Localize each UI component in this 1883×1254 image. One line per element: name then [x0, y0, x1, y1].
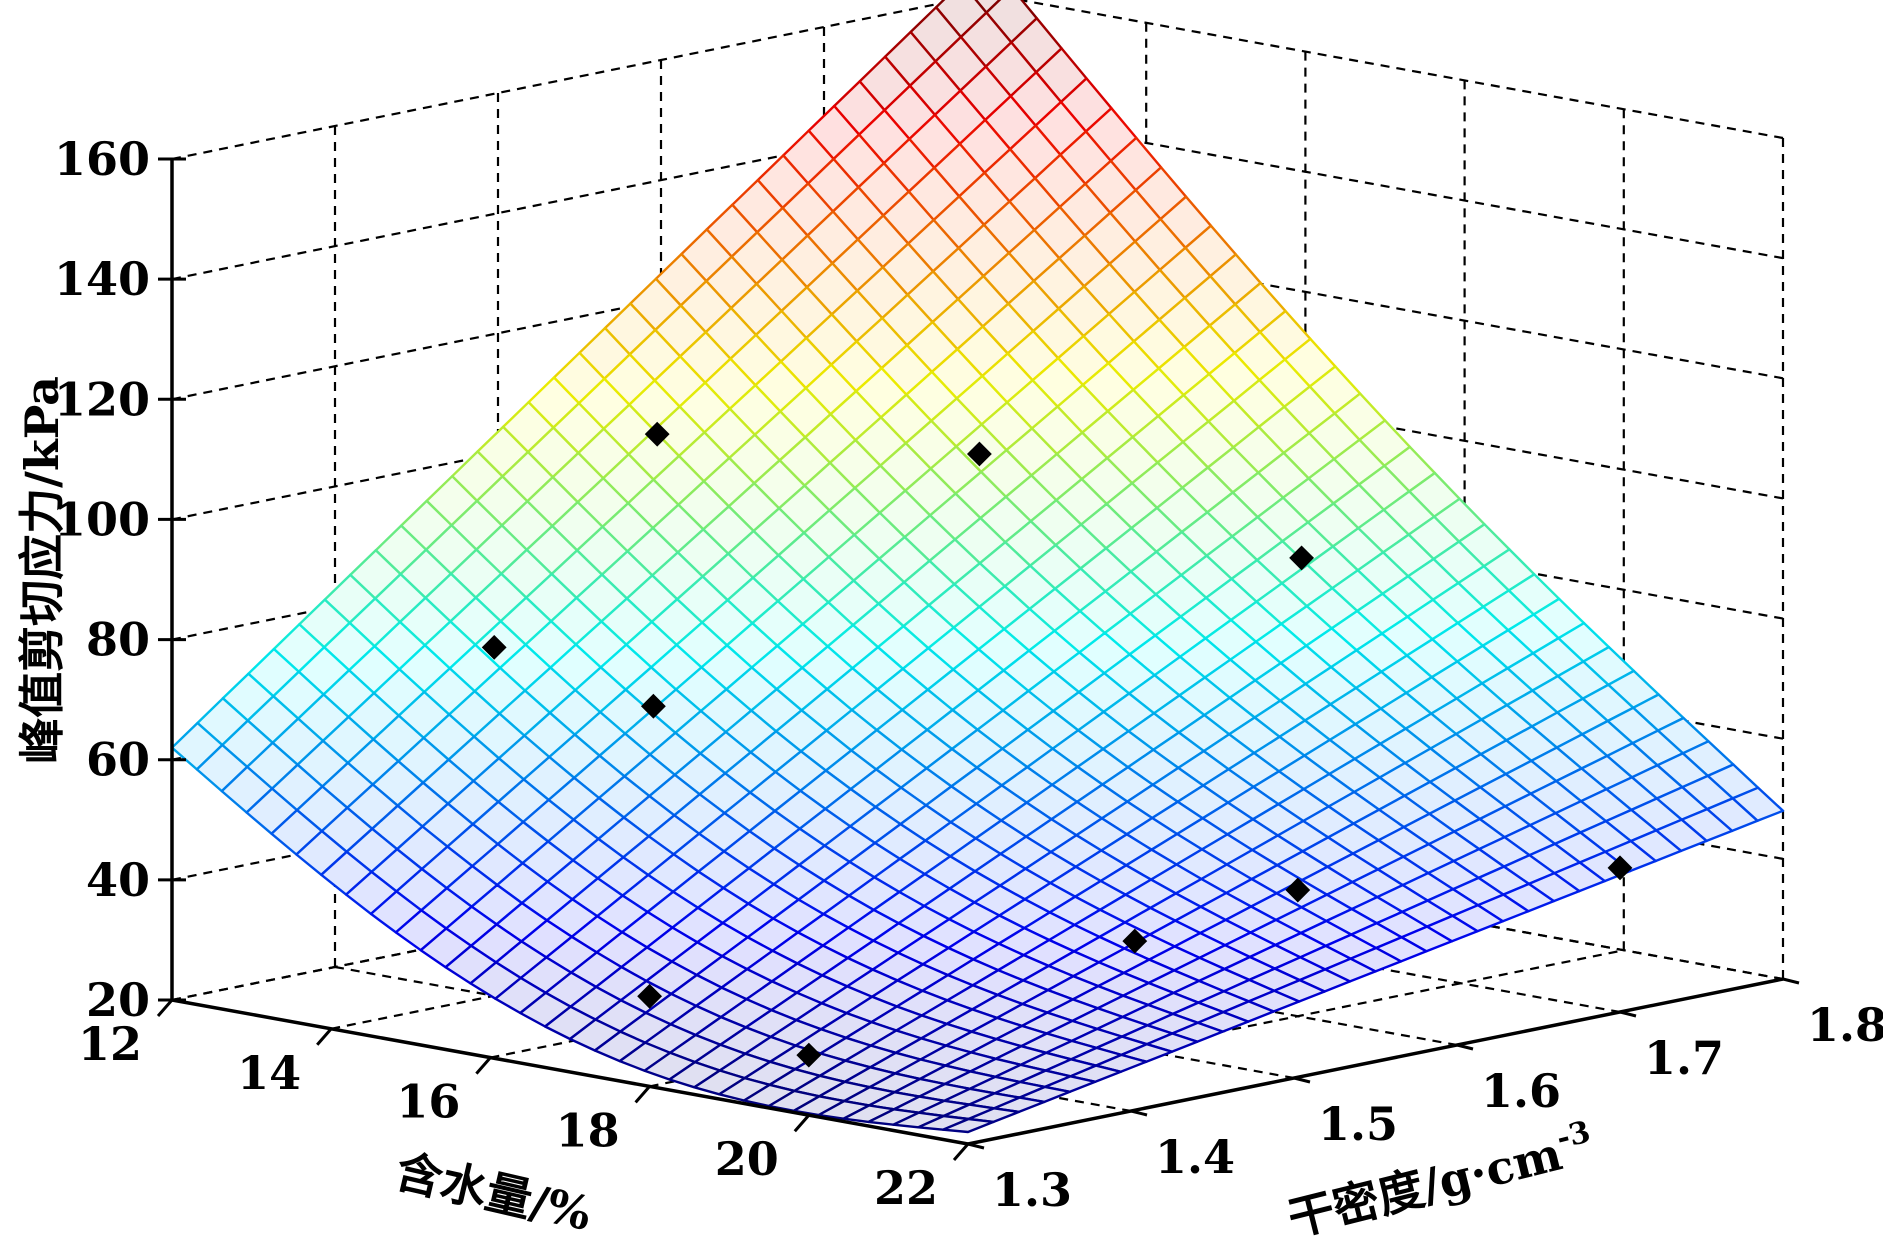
y-tick-mark — [1619, 1010, 1637, 1018]
z-axis-label: 峰值剪切应力/kPa — [15, 376, 69, 764]
x-tick-mark — [156, 999, 174, 1017]
y-tick-mark — [1456, 1043, 1474, 1051]
y-tick-labels: 1.3 1.4 1.5 1.6 1.7 1.8 — [992, 998, 1883, 1217]
z-tick-label: 160 — [54, 132, 150, 186]
data-point — [796, 1042, 822, 1068]
data-point — [640, 693, 666, 719]
z-tick-label: 140 — [54, 252, 150, 306]
x-tick-mark — [316, 1027, 333, 1046]
y-tick-mark — [1782, 977, 1800, 985]
x-tick-label: 14 — [237, 1046, 301, 1100]
grid-line — [171, 0, 963, 161]
y-tick-mark — [967, 1142, 985, 1150]
chart-axes — [156, 157, 1800, 1161]
x-tick-mark — [793, 1114, 810, 1133]
z-tick-label: 80 — [86, 613, 150, 667]
data-point — [1607, 855, 1633, 881]
x-tick-label: 20 — [715, 1132, 779, 1186]
data-point — [1285, 877, 1311, 903]
y-tick-label: 1.7 — [1644, 1031, 1724, 1085]
z-tick-label: 20 — [86, 973, 150, 1027]
grid-line — [808, 949, 1625, 1117]
data-points — [481, 421, 1633, 1068]
x-tick-labels: 12 14 16 18 20 22 — [78, 1017, 938, 1215]
x-tick-label: 22 — [874, 1161, 938, 1215]
x-tick-mark — [952, 1143, 970, 1161]
data-point — [644, 421, 670, 447]
z-tick-label: 100 — [54, 492, 150, 546]
x-tick-label: 18 — [556, 1103, 620, 1157]
y-axis-line — [967, 977, 1784, 1146]
surface-cell — [941, 1117, 995, 1134]
data-point — [1122, 928, 1148, 954]
x-axis-line — [171, 998, 969, 1146]
z-tick-labels: 20 40 60 80 100 120 140 160 — [54, 132, 150, 1027]
grid-line — [1013, 0, 1784, 140]
y-tick-mark — [1130, 1109, 1148, 1117]
surface-mesh — [170, 0, 1785, 1134]
x-tick-mark — [475, 1056, 492, 1075]
y-tick-mark — [1293, 1076, 1311, 1084]
y-tick-label: 1.4 — [1155, 1130, 1235, 1184]
x-tick-label: 16 — [396, 1075, 460, 1129]
data-point — [966, 441, 992, 467]
y-tick-label: 1.5 — [1318, 1097, 1398, 1151]
z-tick-label: 40 — [86, 853, 150, 907]
x-tick-mark — [634, 1085, 651, 1104]
y-tick-label: 1.8 — [1807, 998, 1883, 1052]
data-point — [637, 983, 663, 1009]
x-tick-label: 12 — [78, 1017, 142, 1071]
y-tick-label: 1.3 — [992, 1163, 1072, 1217]
data-point — [481, 634, 507, 660]
z-tick-label: 120 — [54, 372, 150, 426]
data-point — [1289, 545, 1315, 571]
y-tick-label: 1.6 — [1481, 1064, 1561, 1118]
x-axis-label: 含水量/% — [391, 1144, 597, 1241]
y-axis-label-sup: -3 — [1553, 1115, 1594, 1157]
z-tick-label: 60 — [86, 733, 150, 787]
